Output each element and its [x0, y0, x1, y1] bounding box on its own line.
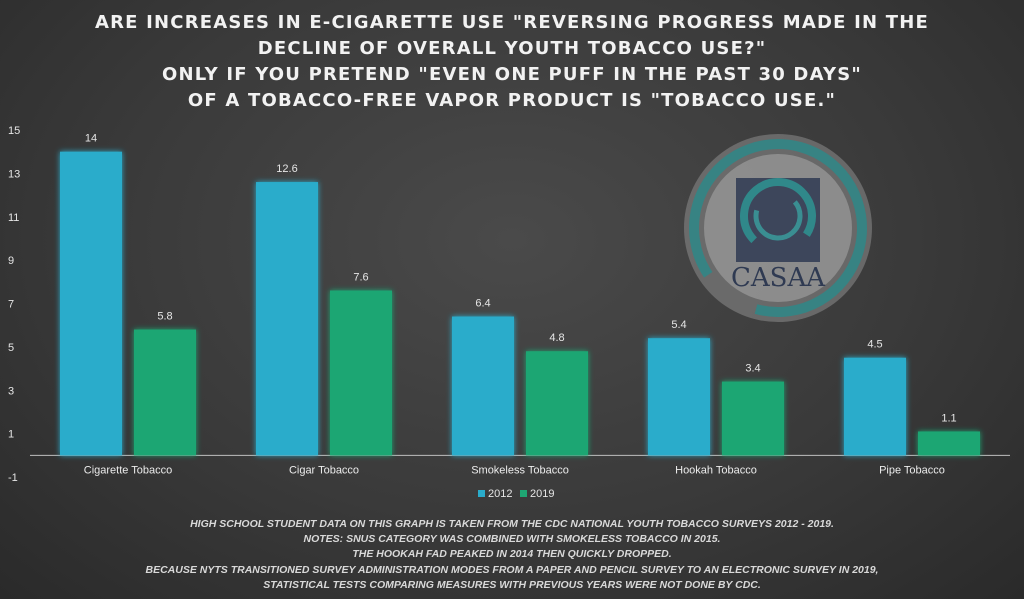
data-label: 12.6: [276, 163, 297, 175]
bar-2012: [256, 182, 318, 456]
title-line: decline of overall youth tobacco use?": [257, 38, 767, 59]
data-label: 14: [85, 133, 97, 145]
x-tick-label: Cigar Tobacco: [289, 464, 359, 476]
logo-square: [736, 178, 820, 262]
bar-2012: [60, 151, 122, 456]
footnote-line: High school student data on this graph i…: [190, 518, 834, 530]
y-tick-label: 9: [8, 255, 14, 267]
footnote-line: Because NYTS transitioned survey adminis…: [145, 563, 879, 576]
y-tick-label: 5: [8, 342, 14, 354]
logo-swirl: [740, 178, 816, 254]
chart-title: Are increases in e-cigarette use "revers…: [0, 10, 1024, 114]
data-label: 7.6: [353, 271, 368, 283]
y-tick-label: 1: [8, 429, 14, 441]
title-line: Only if you pretend "even one puff in th…: [162, 64, 862, 85]
footnote-line: Notes: Snus category was combined with s…: [303, 533, 721, 546]
data-label: 4.5: [867, 339, 882, 351]
footnote-line: The hookah fad peaked in 2014 then quick…: [352, 548, 672, 561]
data-label: 3.4: [745, 363, 760, 375]
y-tick-label: 3: [8, 385, 14, 397]
legend-label: 2019: [530, 488, 554, 500]
x-tick-label: Smokeless Tobacco: [471, 464, 569, 476]
legend-swatch: [520, 490, 527, 497]
data-label: 4.8: [549, 332, 564, 344]
data-label: 1.1: [941, 412, 956, 424]
footnote-line: statistical tests comparing measures wit…: [263, 578, 761, 591]
x-tick-label: Cigarette Tobacco: [84, 464, 172, 476]
logo-text: CASAA: [731, 263, 826, 293]
bar-2012: [452, 316, 514, 456]
x-tick-label: Hookah Tobacco: [675, 464, 757, 476]
y-tick-label: 11: [8, 212, 19, 224]
y-tick-label: 15: [8, 125, 20, 137]
bar-2019: [918, 431, 980, 456]
title-line: of a tobacco-free vapor product is "toba…: [187, 90, 837, 111]
title-line: Are increases in e-cigarette use "revers…: [94, 12, 929, 33]
y-tick-label: -1: [8, 472, 18, 484]
x-tick-label: Pipe Tobacco: [879, 464, 945, 476]
data-label: 6.4: [475, 298, 490, 310]
bar-2019: [134, 329, 196, 456]
data-label: 5.4: [671, 319, 686, 331]
footnotes: High school student data on this graph i…: [0, 517, 1024, 593]
legend-swatch: [478, 490, 485, 497]
bar-2012: [844, 357, 906, 456]
bar-2019: [330, 290, 392, 456]
data-label: 5.8: [157, 311, 172, 323]
y-tick-label: 7: [8, 299, 14, 311]
bar-2019: [526, 351, 588, 456]
bar-2012: [648, 338, 710, 456]
legend-label: 2012: [488, 488, 512, 500]
bar-2019: [722, 381, 784, 456]
logo-ring-teal: [689, 138, 867, 317]
y-tick-label: 13: [8, 168, 20, 180]
casaa-logo: CASAA: [684, 134, 872, 322]
